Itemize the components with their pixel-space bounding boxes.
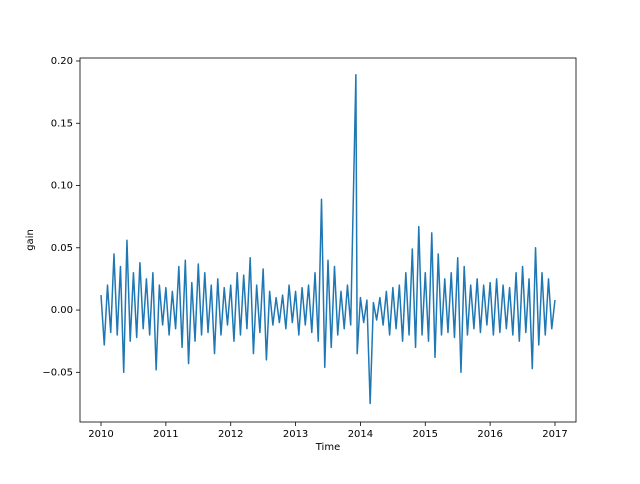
x-tick-label: 2013 [283, 429, 308, 440]
x-axis-label: Time [315, 442, 340, 453]
y-axis-label: gain [25, 229, 36, 251]
y-tick-label: 0.00 [51, 305, 73, 316]
line-series [100, 73, 556, 405]
x-tick-label: 2010 [88, 429, 113, 440]
x-tick-label: 2017 [542, 429, 567, 440]
y-tick-label: 0.05 [51, 243, 73, 254]
x-tick-label: 2011 [153, 429, 178, 440]
y-tick-label: 0.20 [51, 56, 73, 67]
x-tick-label: 2014 [348, 429, 373, 440]
x-tick-label: 2012 [218, 429, 243, 440]
y-tick-label: 0.15 [51, 118, 73, 129]
y-tick-label: 0.10 [51, 181, 73, 192]
plot-frame [79, 57, 577, 423]
x-tick-label: 2016 [477, 429, 502, 440]
x-tick-label: 2015 [413, 429, 438, 440]
y-tick-label: −0.05 [42, 367, 73, 378]
